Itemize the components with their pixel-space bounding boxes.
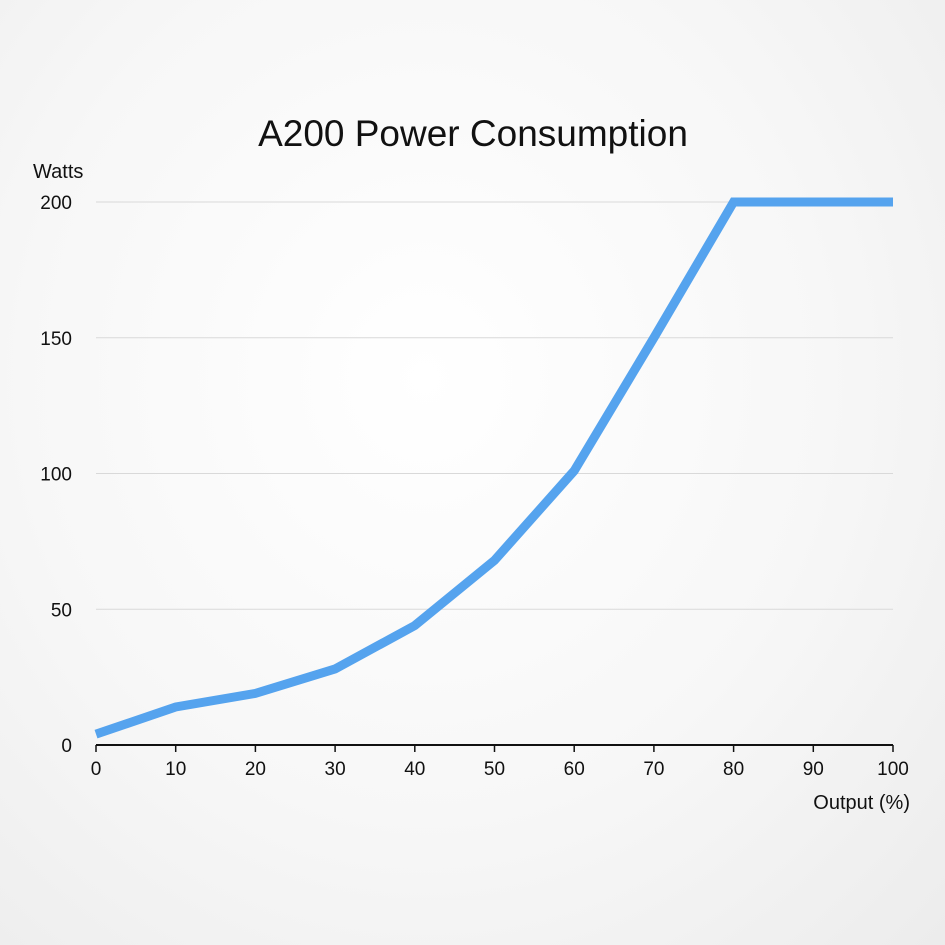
series-line-0 xyxy=(94,197,893,739)
x-tick-label-80: 80 xyxy=(723,759,744,780)
x-tick-label-10: 10 xyxy=(165,759,186,780)
y-tick-label-150: 150 xyxy=(40,329,72,350)
y-tick-label-100: 100 xyxy=(40,465,72,486)
tick-labels: 0 50 100 150 200 0 10 20 30 40 50 60 70 80 90 100 xyxy=(40,193,909,780)
x-tick-label-60: 60 xyxy=(564,759,585,780)
y-tick-label-200: 200 xyxy=(40,193,72,214)
x-axis xyxy=(95,744,894,752)
x-tick-label-90: 90 xyxy=(803,759,824,780)
y-tick-label-50: 50 xyxy=(51,600,72,621)
grid-lines xyxy=(96,201,893,610)
x-tick-label-20: 20 xyxy=(245,759,266,780)
series-layer xyxy=(94,197,893,739)
x-tick-label-0: 0 xyxy=(91,759,102,780)
y-axis-label: Watts xyxy=(33,161,83,183)
x-tick-label-30: 30 xyxy=(325,759,346,780)
x-tick-label-40: 40 xyxy=(404,759,425,780)
x-axis-label: Output (%) xyxy=(813,792,910,814)
x-tick-label-50: 50 xyxy=(484,759,505,780)
y-tick-label-0: 0 xyxy=(61,736,72,757)
x-tick-label-70: 70 xyxy=(643,759,664,780)
chart-title: A200 Power Consumption xyxy=(258,113,688,154)
x-tick-label-100: 100 xyxy=(877,759,909,780)
